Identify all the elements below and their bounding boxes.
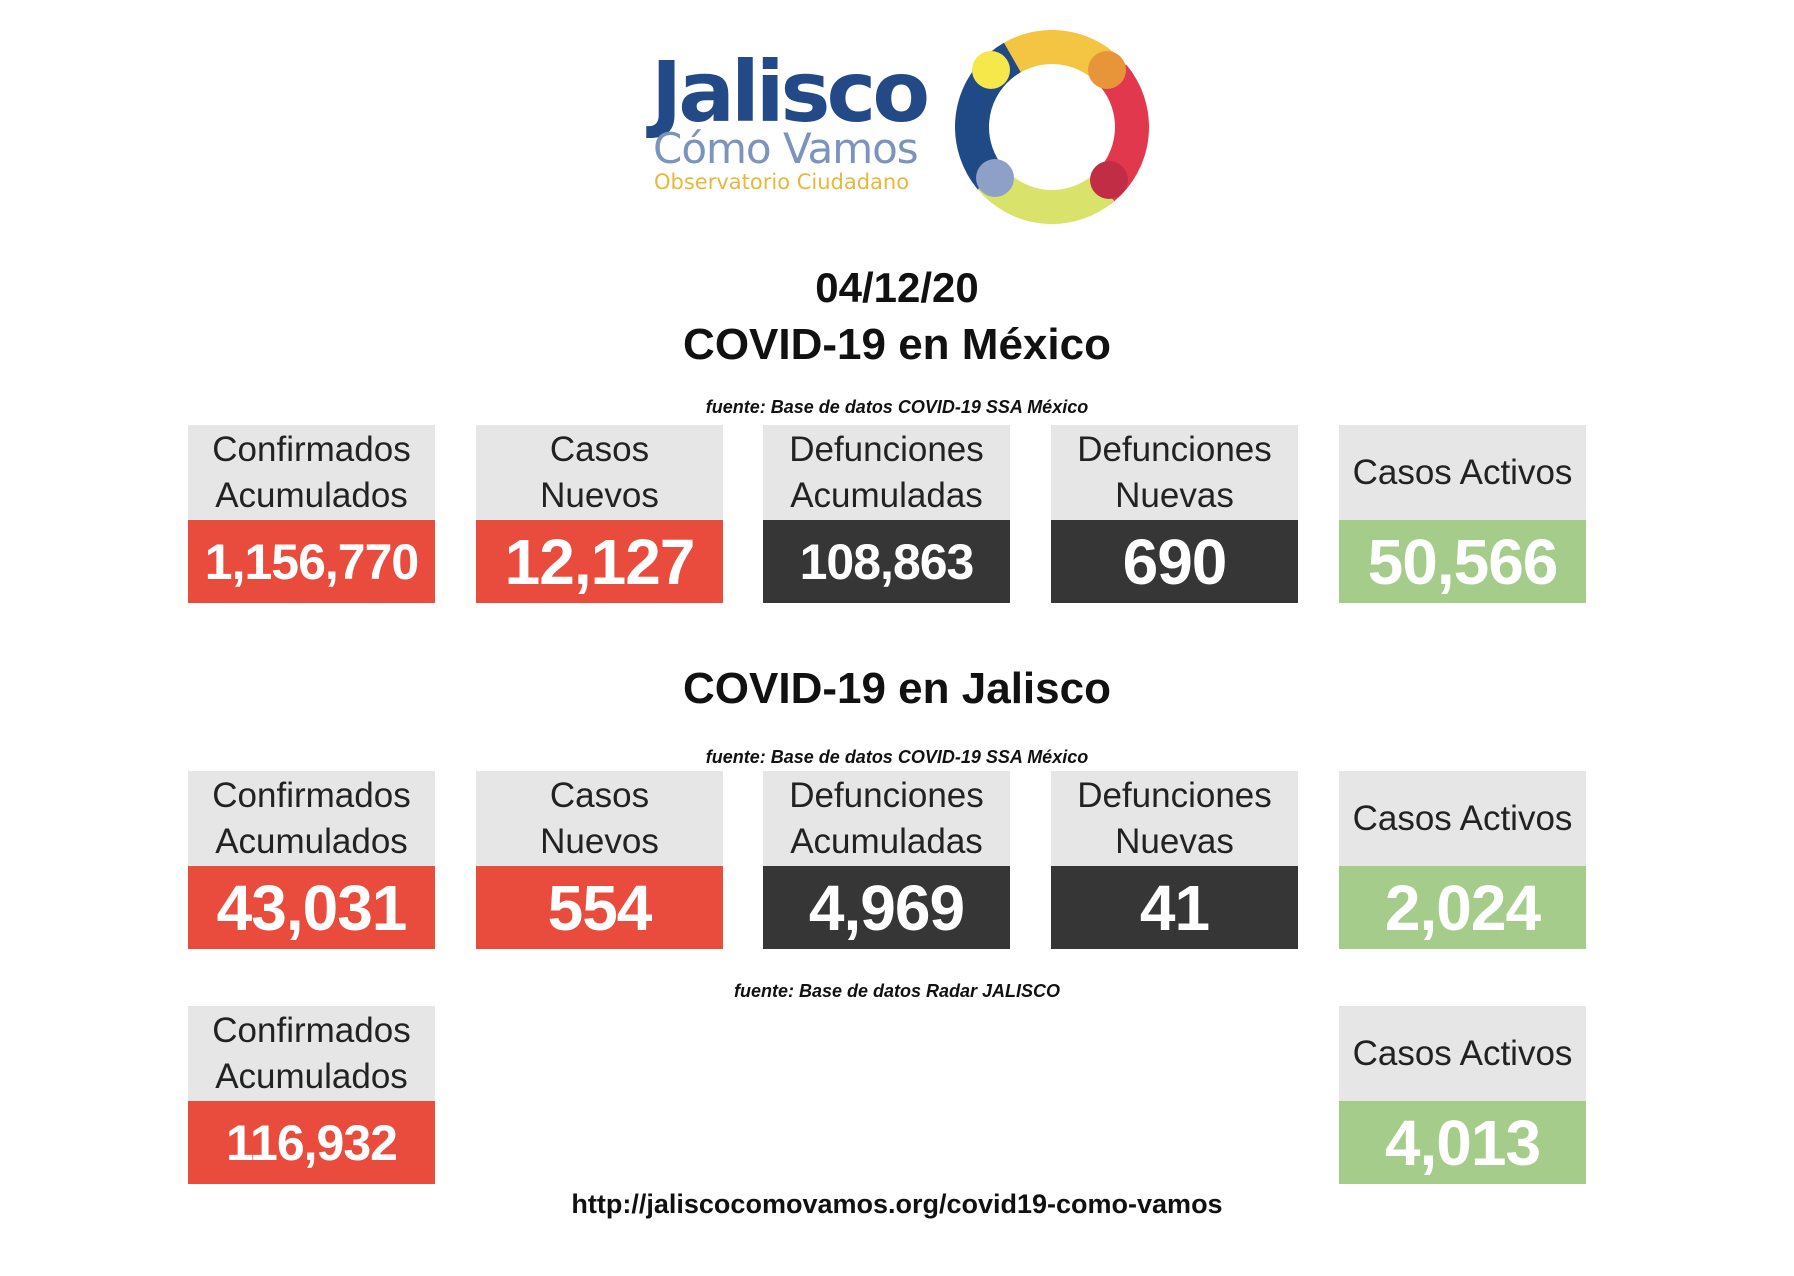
- jal-casos-nuevos-card: Casos Nuevos 554: [476, 771, 723, 949]
- card-label: Casos Activos: [1339, 1006, 1586, 1101]
- logo-subtitle: Cómo Vamos: [653, 124, 919, 173]
- mx-activos-value: 50,566: [1339, 520, 1586, 603]
- card-label: Defunciones Nuevas: [1051, 771, 1298, 866]
- jal-casos-nuevos-value: 554: [476, 866, 723, 949]
- mx-confirmados-value: 1,156,770: [188, 520, 435, 603]
- card-label: Confirmados Acumulados: [188, 1006, 435, 1101]
- mx-casos-nuevos-value: 12,127: [476, 520, 723, 603]
- mx-activos-card: Casos Activos 50,566: [1339, 425, 1586, 603]
- card-label: Casos Nuevos: [476, 771, 723, 866]
- radar-activos-value: 4,013: [1339, 1101, 1586, 1184]
- card-label: Confirmados Acumulados: [188, 771, 435, 866]
- mexico-source: fuente: Base de datos COVID-19 SSA Méxic…: [705, 397, 1089, 417]
- card-label: Casos Activos: [1339, 771, 1586, 866]
- jal-activos-card: Casos Activos 2,024: [1339, 771, 1586, 949]
- radar-confirmados-card: Confirmados Acumulados 116,932: [188, 1006, 435, 1184]
- mexico-section-title: COVID-19 en México: [683, 320, 1111, 369]
- jal-def-nuevas-value: 41: [1051, 866, 1298, 949]
- jal-confirmados-card: Confirmados Acumulados 43,031: [188, 771, 435, 949]
- mx-def-acum-value: 108,863: [763, 520, 1010, 603]
- jal-def-acum-value: 4,969: [763, 866, 1010, 949]
- jal-activos-value: 2,024: [1339, 866, 1586, 949]
- logo-ring-icon: [955, 30, 1149, 224]
- card-label: Confirmados Acumulados: [188, 425, 435, 520]
- mx-def-acum-card: Defunciones Acumuladas 108,863: [763, 425, 1010, 603]
- jal-def-nuevas-card: Defunciones Nuevas 41: [1051, 771, 1298, 949]
- mx-confirmados-card: Confirmados Acumulados 1,156,770: [188, 425, 435, 603]
- radar-activos-card: Casos Activos 4,013: [1339, 1006, 1586, 1184]
- mx-def-nuevas-card: Defunciones Nuevas 690: [1051, 425, 1298, 603]
- card-label: Casos Nuevos: [476, 425, 723, 520]
- card-label: Defunciones Nuevas: [1051, 425, 1298, 520]
- report-date: 04/12/20: [815, 264, 979, 311]
- radar-confirmados-value: 116,932: [188, 1101, 435, 1184]
- jalisco-section-title: COVID-19 en Jalisco: [683, 664, 1111, 713]
- jal-def-acum-card: Defunciones Acumuladas 4,969: [763, 771, 1010, 949]
- jal-confirmados-value: 43,031: [188, 866, 435, 949]
- logo-tagline: Observatorio Ciudadano: [654, 170, 910, 194]
- jalisco-source-radar: fuente: Base de datos Radar JALISCO: [733, 981, 1061, 1001]
- footer-url: http://jaliscocomovamos.org/covid19-como…: [571, 1189, 1223, 1219]
- jalisco-source-ssa: fuente: Base de datos COVID-19 SSA Méxic…: [705, 747, 1089, 767]
- logo-title: Jalisco: [651, 43, 930, 141]
- card-label: Casos Activos: [1339, 425, 1586, 520]
- mx-casos-nuevos-card: Casos Nuevos 12,127: [476, 425, 723, 603]
- card-label: Defunciones Acumuladas: [763, 425, 1010, 520]
- mx-def-nuevas-value: 690: [1051, 520, 1298, 603]
- card-label: Defunciones Acumuladas: [763, 771, 1010, 866]
